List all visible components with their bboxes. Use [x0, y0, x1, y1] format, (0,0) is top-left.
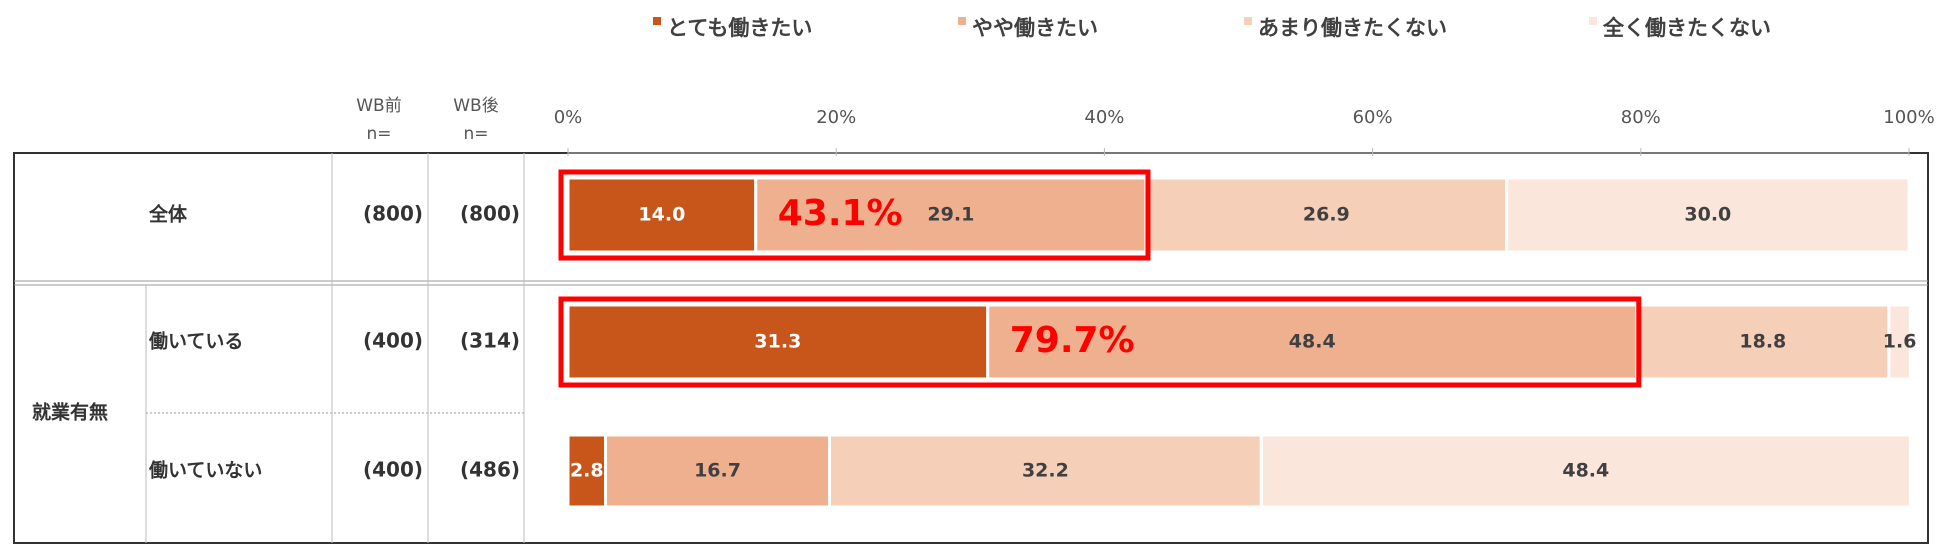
n-label: (800): [460, 202, 520, 226]
row-label: 働いていない: [148, 459, 262, 482]
bar-segment: [986, 303, 1639, 381]
bar-segment: [1635, 303, 1891, 381]
x-tick-label: 20%: [816, 107, 856, 128]
annotation: 43.1%: [778, 193, 903, 234]
n-label: (800): [363, 202, 423, 226]
x-tick-label: 40%: [1084, 107, 1124, 128]
bar-segment: [566, 303, 990, 381]
value-label: 32.2: [1022, 460, 1069, 482]
value-label: 29.1: [927, 204, 974, 226]
x-tick-label: 100%: [1883, 107, 1934, 128]
bar-segment: [1887, 303, 1912, 381]
value-label: 14.0: [638, 204, 685, 226]
n-label: (400): [363, 458, 423, 482]
bar-segment: [1505, 176, 1911, 254]
legend-label: やや働きたい: [972, 16, 1098, 40]
value-label: 48.4: [1289, 331, 1336, 353]
legend-swatch: [1244, 17, 1252, 25]
value-label: 48.4: [1562, 460, 1609, 482]
value-label: 2.8: [570, 460, 604, 482]
column-subtitle: n=: [366, 124, 391, 144]
value-label: 1.6: [1883, 331, 1917, 353]
legend-label: あまり働きたくない: [1258, 16, 1447, 40]
x-tick-label: 0%: [554, 107, 583, 128]
highlight-box: [558, 296, 1642, 388]
legend-label: とても働きたい: [667, 16, 812, 40]
column-title: WB前: [356, 96, 401, 116]
x-tick-label: 60%: [1353, 107, 1393, 128]
legend-swatch: [1589, 17, 1597, 25]
group-label: 就業有無: [32, 401, 108, 424]
value-label: 18.8: [1739, 331, 1786, 353]
highlight-box: [558, 169, 1151, 261]
value-label: 16.7: [694, 460, 741, 482]
x-tick-label: 80%: [1621, 107, 1661, 128]
legend-label: 全く働きたくない: [1602, 16, 1771, 40]
value-label: 26.9: [1303, 204, 1350, 226]
row-label: 全体: [148, 203, 188, 226]
value-label: 30.0: [1684, 204, 1731, 226]
legend-swatch: [653, 17, 661, 25]
column-subtitle: n=: [463, 124, 488, 144]
value-label: 31.3: [754, 331, 801, 353]
n-label: (400): [363, 329, 423, 353]
bar-segment: [566, 433, 608, 509]
bar-segment: [604, 433, 831, 509]
bar-segment: [1144, 176, 1509, 254]
legend-swatch: [958, 17, 966, 25]
n-label: (486): [460, 458, 520, 482]
column-title: WB後: [453, 96, 498, 116]
bar-segment: [754, 176, 1148, 254]
annotation: 79.7%: [1010, 320, 1135, 361]
bar-segment: [1259, 433, 1912, 509]
n-label: (314): [460, 329, 520, 353]
row-label: 働いている: [148, 330, 243, 353]
